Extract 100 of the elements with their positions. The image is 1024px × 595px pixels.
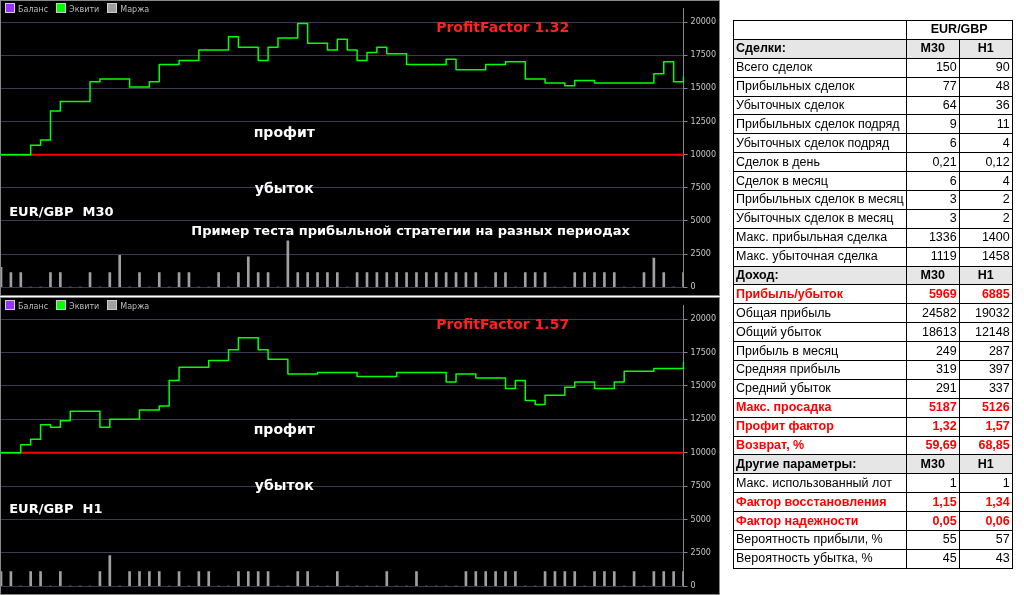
data-label: 90	[959, 58, 1013, 78]
text: Сделки:	[733, 39, 907, 59]
data-label: 4	[959, 133, 1013, 153]
data-label: 1	[959, 473, 1013, 493]
data-label: 0,05	[906, 511, 960, 531]
category-label: Макс. прибыльная сделка	[733, 228, 907, 248]
category-label: Прибыльных сделок	[733, 77, 907, 97]
data-label: 6	[906, 171, 960, 191]
category-label: Сделок в день	[733, 152, 907, 172]
category-label: Прибыль/убыток	[733, 284, 907, 304]
category-label: Макс. просадка	[733, 398, 907, 418]
data-label: 249	[906, 341, 960, 361]
category-label: Фактор надежности	[733, 511, 907, 531]
data-label: 291	[906, 379, 960, 399]
data-label: 11	[959, 114, 1013, 134]
annotation: EUR/GBP M30	[9, 204, 114, 220]
category-label: Прибыльных сделок в месяц	[733, 190, 907, 210]
y-tick-label: 12500	[690, 116, 716, 126]
category-label: Убыточных сделок в месяц	[733, 209, 907, 229]
data-label: 6	[906, 133, 960, 153]
y-tick-label: 5000	[690, 215, 711, 225]
annotation: Пример теста прибыльной стратегии на разных периодах	[191, 223, 631, 239]
data-label: 18613	[906, 322, 960, 342]
data-label: 0,12	[959, 152, 1013, 172]
y-tick-label: 20000	[690, 17, 716, 27]
y-tick-label: 10000	[690, 447, 716, 457]
category-label: Профит фактор	[733, 417, 907, 437]
annotation: EUR/GBP H1	[9, 501, 103, 517]
text: M30	[920, 456, 945, 471]
data-label: 5187	[906, 398, 960, 418]
legend-label: Баланс	[17, 4, 49, 14]
data-label: 1	[906, 473, 960, 493]
category-label: Вероятность убытка, %	[733, 549, 907, 569]
data-label: 1458	[959, 247, 1013, 267]
legend-label: M30	[906, 266, 960, 285]
category-label: Фактор восстановления	[733, 492, 907, 512]
y-tick-label: 7500	[690, 481, 711, 491]
annotation: убыток	[254, 179, 315, 196]
data-label: 6885	[959, 284, 1013, 304]
data-label: 5969	[906, 284, 960, 304]
text: Доход:	[733, 266, 907, 285]
legend-label: Эквити	[68, 301, 100, 311]
category-label: Прибыльных сделок подряд	[733, 114, 907, 134]
data-label: 3	[906, 209, 960, 229]
data-label: 3	[906, 190, 960, 210]
text: M30	[920, 41, 945, 56]
data-label: 19032	[959, 303, 1013, 323]
data-label: 36	[959, 96, 1013, 115]
category-label: Убыточных сделок подряд	[733, 133, 907, 153]
category-label: Макс. убыточная сделка	[733, 247, 907, 267]
annotation: ProfitFactor 1.32	[436, 18, 570, 35]
category-label: Убыточных сделок	[733, 96, 907, 115]
y-tick-label: 12500	[690, 414, 716, 424]
legend-label: Маржа	[119, 301, 150, 311]
y-tick-label: 20000	[690, 314, 716, 324]
category-label: Макс. использованный лот	[733, 473, 907, 493]
data-label: 1,32	[906, 417, 960, 437]
data-label: 337	[959, 379, 1013, 399]
data-label: 1,57	[959, 417, 1013, 437]
data-label: 1400	[959, 228, 1013, 248]
annotation: профит	[253, 123, 316, 140]
y-tick-label: 5000	[690, 514, 711, 524]
data-label: 48	[959, 77, 1013, 97]
y-tick-label: 15000	[690, 83, 716, 93]
data-label: 1336	[906, 228, 960, 248]
data-label: 5126	[959, 398, 1013, 418]
data-label: 55	[906, 530, 960, 550]
data-label: 64	[906, 96, 960, 115]
y-tick-label: 15000	[690, 380, 716, 390]
data-label: 287	[959, 341, 1013, 361]
data-label: 68,85	[959, 436, 1013, 455]
y-tick-label: 0	[690, 282, 696, 292]
annotation: убыток	[254, 476, 315, 493]
data-label: 45	[906, 549, 960, 569]
text: H1	[977, 41, 994, 56]
data-label: 0,06	[959, 511, 1013, 531]
category-label: Средняя прибыль	[733, 360, 907, 380]
category-label: Вероятность прибыли, %	[733, 530, 907, 550]
data-label: 57	[959, 530, 1013, 550]
text: EUR/GBP	[906, 20, 1013, 40]
data-label: 0,21	[906, 152, 960, 172]
data-label: 43	[959, 549, 1013, 569]
text: H1	[977, 456, 994, 471]
data-label: 2	[959, 209, 1013, 229]
legend-label: Маржа	[119, 4, 150, 14]
legend-label: H1	[959, 266, 1013, 285]
category-label: Общий убыток	[733, 322, 907, 342]
annotation: профит	[253, 420, 316, 437]
category-label: Прибыль в месяц	[733, 341, 907, 361]
data-label: 77	[906, 77, 960, 97]
category-label: Средний убыток	[733, 379, 907, 399]
data-label: 2	[959, 190, 1013, 210]
annotation: ProfitFactor 1.57	[436, 315, 570, 332]
data-label: 9	[906, 114, 960, 134]
category-label: Возврат, %	[733, 436, 907, 455]
data-label: 319	[906, 360, 960, 380]
data-label: 24582	[906, 303, 960, 323]
y-tick-label: 2500	[690, 547, 711, 557]
category-label: Общая прибыль	[733, 303, 907, 323]
category-label: Всего сделок	[733, 58, 907, 78]
